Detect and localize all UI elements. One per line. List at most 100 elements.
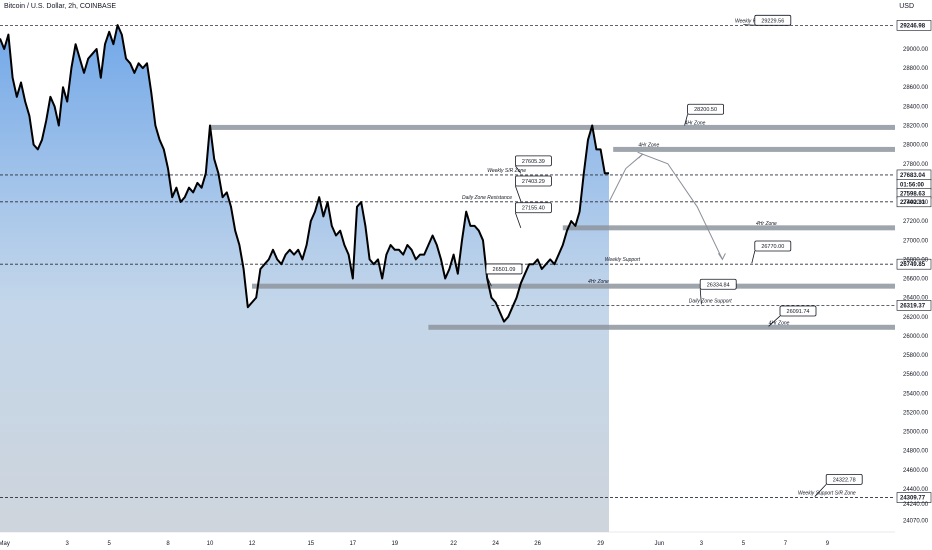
price-area-fill [0, 25, 609, 532]
y-tick-8: 27200.00 [903, 219, 929, 225]
price-label-box-7 [896, 492, 932, 503]
callout-text-5: 26770.00 [761, 244, 784, 250]
callout-pointer-8 [768, 315, 781, 327]
callout-box-3[interactable] [515, 175, 552, 187]
price-label-6: 26319.37 [900, 303, 926, 309]
price-label-box-5 [896, 258, 932, 270]
level-label-5: Weekly Support S/R Zone [798, 491, 856, 497]
x-tick-16: 7 [784, 541, 788, 547]
y-tick-10: 26800.00 [903, 257, 929, 263]
y-tick-23: 24240.00 [903, 502, 929, 508]
x-tick-6: 15 [307, 541, 314, 547]
y-tick-18: 25200.00 [903, 410, 929, 416]
x-tick-4: 10 [207, 541, 214, 547]
x-tick-2: 5 [108, 541, 112, 547]
callout-text-7: 26334.84 [707, 282, 730, 288]
price-label-5: 26749.85 [900, 262, 926, 268]
y-tick-13: 26200.00 [903, 315, 929, 321]
callout-pointer-1 [684, 114, 688, 126]
callout-pointer-0 [743, 24, 755, 26]
y-tick-4: 28200.00 [903, 124, 929, 130]
chart-title: Bitcoin / U.S. Dollar, 2h, COINBASE [4, 3, 117, 10]
y-tick-9: 27000.00 [903, 238, 929, 244]
y-tick-11: 26600.00 [903, 277, 929, 283]
level-label-1: Weekly S/R Zone [487, 168, 526, 174]
x-tick-7: 17 [349, 541, 356, 547]
callout-box-6[interactable] [485, 263, 523, 275]
callout-pointer-7 [699, 289, 702, 305]
projection-mid-arrowhead [637, 151, 644, 159]
y-tick-21: 24600.00 [903, 468, 929, 474]
callout-text-9: 24322.78 [833, 477, 856, 483]
price-label-3: 27598.63 [900, 191, 926, 197]
callout-pointer-4 [515, 212, 522, 228]
x-tick-14: 3 [700, 541, 704, 547]
x-tick-1: 3 [66, 541, 70, 547]
price-label-box-6 [896, 300, 932, 311]
y-tick-16: 25600.00 [903, 372, 929, 378]
x-tick-11: 26 [534, 541, 541, 547]
x-tick-5: 12 [249, 541, 256, 547]
zone-band-1[interactable] [613, 146, 895, 152]
zone-label-3: 4Hr Zone [588, 279, 609, 285]
y-tick-20: 24800.00 [903, 449, 929, 455]
y-tick-14: 26000.00 [903, 334, 929, 340]
x-tick-15: 5 [742, 541, 746, 547]
y-tick-3: 28400.00 [903, 104, 929, 110]
callout-text-1: 28200.50 [694, 107, 717, 113]
zone-label-0: 4Hr Zone [685, 120, 706, 126]
zone-band-3[interactable] [252, 283, 895, 289]
projection-arrowhead [717, 253, 726, 261]
zone-band-0[interactable] [210, 124, 895, 130]
callout-box-9[interactable] [825, 473, 863, 485]
level-label-2: Daily Zone Resistance [462, 195, 512, 201]
callout-box-8[interactable] [779, 305, 817, 317]
y-tick-17: 25400.00 [903, 391, 929, 397]
y-tick-7: 27400.00 [903, 200, 929, 206]
currency-label: USD [899, 3, 914, 10]
callout-pointer-5 [751, 250, 756, 264]
y-tick-22: 24400.00 [903, 487, 929, 493]
zone-band-2[interactable] [562, 225, 895, 231]
y-tick-24: 24070.00 [903, 518, 929, 524]
y-tick-2: 28600.00 [903, 85, 929, 91]
level-label-4: Daily Zone Support [689, 298, 732, 304]
price-label-box-4 [896, 196, 932, 208]
callout-pointer-9 [814, 484, 827, 497]
y-tick-1: 28800.00 [903, 66, 929, 72]
price-line [0, 24, 609, 323]
callout-box-0[interactable] [754, 14, 792, 26]
y-tick-12: 26400.00 [903, 296, 929, 302]
y-tick-6: 27800.00 [903, 162, 929, 168]
callout-box-7[interactable] [699, 278, 737, 290]
price-label-7: 24309.77 [900, 496, 926, 502]
callout-text-2: 27605.39 [522, 159, 545, 165]
callout-box-2[interactable] [515, 155, 552, 167]
callout-text-0: 29229.56 [761, 18, 784, 24]
price-label-box-0 [896, 20, 932, 31]
zone-label-4: 4Hr Zone [769, 320, 790, 326]
callout-pointer-3 [515, 185, 522, 202]
x-tick-12: 29 [597, 541, 604, 547]
y-tick-5: 28000.00 [903, 143, 929, 149]
callout-text-4: 27155.40 [522, 206, 545, 212]
projection-path[interactable] [608, 153, 723, 260]
zone-label-2: 4Hr Zone [756, 221, 777, 227]
zone-band-4[interactable] [428, 324, 895, 330]
x-tick-0: May [0, 541, 10, 547]
y-tick-0: 29000.00 [903, 47, 929, 53]
callout-pointer-6 [485, 273, 492, 287]
price-label-1: 27683.04 [900, 173, 926, 179]
price-label-4: 27402.31 [900, 200, 926, 206]
callout-text-8: 26091.74 [787, 309, 810, 315]
x-tick-8: 19 [391, 541, 398, 547]
price-label-0: 29246.98 [900, 23, 926, 29]
zone-label-1: 4Hr Zone [638, 142, 659, 148]
callout-box-5[interactable] [754, 240, 792, 252]
callout-box-1[interactable] [687, 103, 724, 115]
callout-box-4[interactable] [515, 202, 552, 214]
x-tick-17: 9 [826, 541, 830, 547]
level-label-3: Weekly Support [605, 257, 641, 263]
x-tick-13: Jun [655, 541, 665, 547]
